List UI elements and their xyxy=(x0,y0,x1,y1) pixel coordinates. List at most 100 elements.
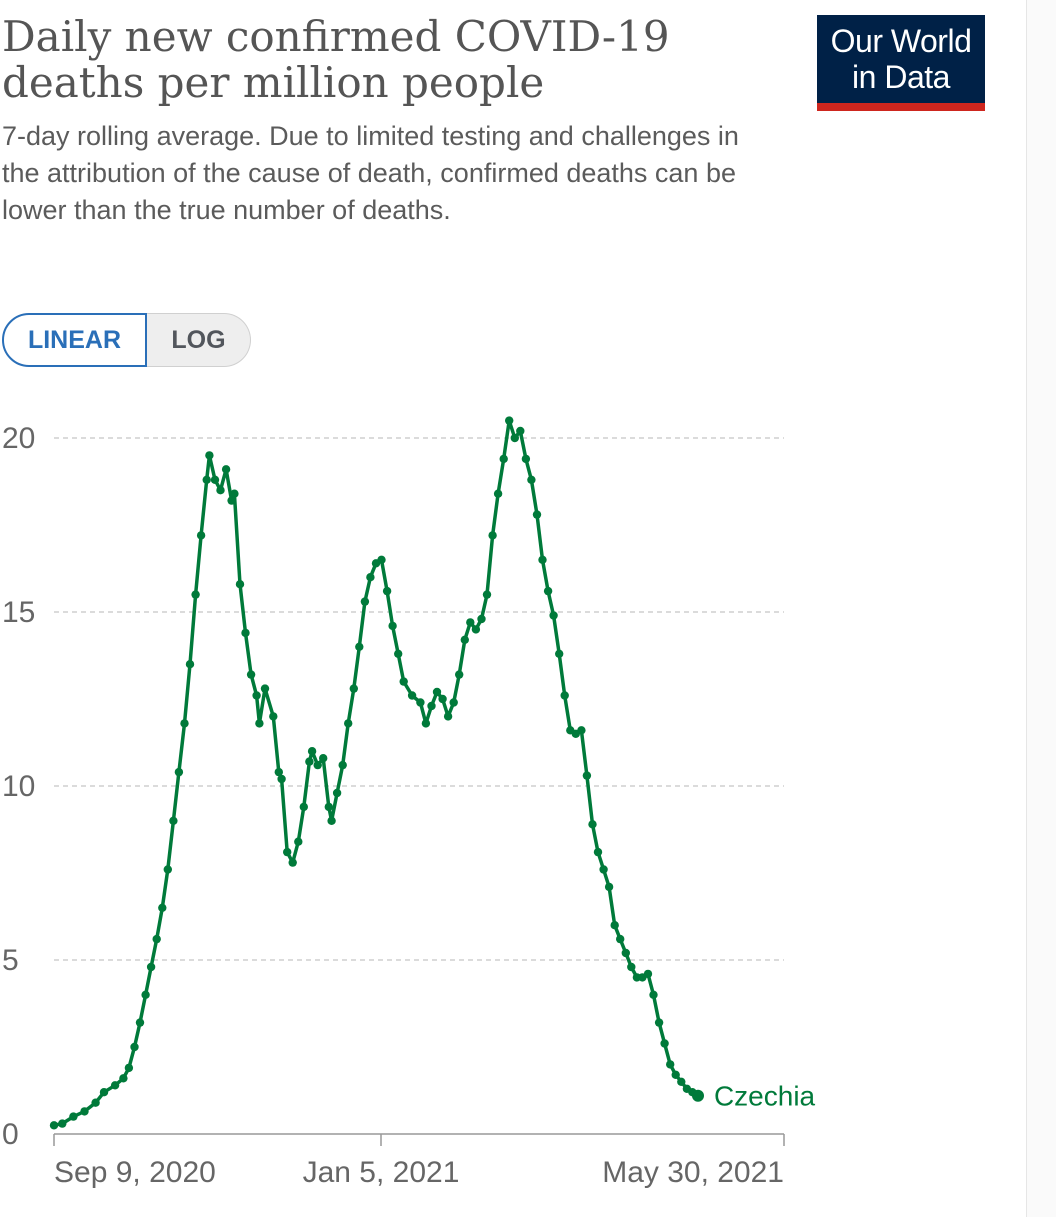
log-scale-button[interactable]: LOG xyxy=(147,313,251,367)
data-point xyxy=(460,635,469,644)
data-point xyxy=(260,684,270,693)
data-point xyxy=(227,496,236,505)
data-point xyxy=(599,865,608,874)
data-point xyxy=(141,990,150,999)
x-tick-label: Jan 5, 2021 xyxy=(303,1156,460,1189)
data-point xyxy=(169,816,178,825)
data-point xyxy=(307,747,317,756)
data-point xyxy=(313,760,322,770)
y-tick-label: 5 xyxy=(2,944,19,977)
data-point xyxy=(455,670,464,679)
data-point xyxy=(416,698,425,707)
data-point xyxy=(355,642,364,651)
data-point xyxy=(432,687,442,697)
linear-scale-button[interactable]: LINEAR xyxy=(2,313,147,367)
data-point xyxy=(327,816,336,825)
data-point xyxy=(235,580,245,589)
data-point xyxy=(421,719,431,728)
data-point xyxy=(196,531,206,540)
x-axis-ticks: Sep 9, 2020 Jan 5, 2021 May 30, 2021 xyxy=(53,1134,785,1189)
data-point xyxy=(332,788,342,798)
data-point xyxy=(654,1018,664,1027)
data-point xyxy=(319,754,328,763)
data-point xyxy=(549,611,558,620)
data-point xyxy=(191,590,200,599)
data-point xyxy=(593,847,603,857)
data-point xyxy=(152,934,161,944)
data-point xyxy=(643,969,653,979)
data-point xyxy=(299,802,308,812)
data-point xyxy=(110,1081,120,1090)
data-point xyxy=(449,698,458,707)
logo-line-1: Our World xyxy=(830,23,972,59)
data-point xyxy=(49,1121,59,1130)
data-point xyxy=(477,614,486,624)
data-point xyxy=(158,903,167,912)
data-point xyxy=(382,586,392,596)
data-point xyxy=(130,1042,139,1052)
data-point xyxy=(388,621,397,631)
data-point xyxy=(692,1089,704,1102)
data-point xyxy=(69,1112,78,1121)
data-point xyxy=(577,726,586,735)
data-point xyxy=(399,677,408,686)
data-point xyxy=(538,555,547,564)
y-tick-label: 0 xyxy=(2,1118,19,1151)
data-point xyxy=(510,433,519,443)
data-point xyxy=(216,486,225,495)
series-line-czechia xyxy=(53,418,699,1128)
line-chart: 0 5 10 15 20 Sep 9, 2020 Jan 5, 2021 May 30, 2… xyxy=(2,416,816,1189)
data-point xyxy=(91,1098,100,1107)
owid-logo[interactable]: Our World in Data xyxy=(817,15,985,111)
data-point xyxy=(344,719,353,728)
data-point xyxy=(493,489,503,498)
x-tick-label: Sep 9, 2020 xyxy=(54,1156,216,1189)
data-point xyxy=(294,837,303,846)
data-point xyxy=(230,489,239,498)
data-point xyxy=(649,990,658,999)
right-edge-panel xyxy=(1026,0,1056,1217)
data-point xyxy=(221,465,231,474)
data-point xyxy=(466,618,475,627)
data-point xyxy=(185,660,195,669)
data-point xyxy=(58,1119,67,1128)
data-point xyxy=(616,934,625,944)
data-point xyxy=(246,670,256,679)
data-point xyxy=(241,628,250,638)
data-point xyxy=(516,426,525,436)
chart-subtitle: 7-day rolling average. Due to limited te… xyxy=(2,121,739,225)
data-point xyxy=(210,475,220,484)
y-tick-label: 10 xyxy=(2,770,35,803)
data-point xyxy=(252,691,261,700)
data-point xyxy=(627,962,636,972)
data-point xyxy=(349,684,358,693)
data-point xyxy=(671,1070,680,1079)
series-group: Czechia xyxy=(49,416,816,1130)
scale-toggle: LINEAR LOG xyxy=(2,313,251,367)
data-point xyxy=(621,948,630,958)
data-point xyxy=(471,625,481,634)
data-point xyxy=(499,454,508,464)
data-point xyxy=(660,1039,669,1048)
data-point xyxy=(99,1088,109,1097)
data-point xyxy=(532,510,542,519)
data-point xyxy=(438,694,447,704)
logo-line-2: in Data xyxy=(852,59,950,95)
data-point xyxy=(283,847,292,857)
data-point xyxy=(588,820,597,829)
data-point xyxy=(482,590,492,599)
data-point xyxy=(377,555,386,564)
data-point xyxy=(610,921,619,930)
data-point xyxy=(174,767,184,777)
data-point xyxy=(582,771,592,780)
data-point xyxy=(366,573,375,582)
series-label-czechia: Czechia xyxy=(714,1081,816,1112)
data-point xyxy=(205,451,214,460)
data-point xyxy=(135,1018,145,1027)
data-point xyxy=(505,416,514,425)
chart-title: Daily new confirmed COVID-19 deaths per … xyxy=(2,12,670,107)
data-point xyxy=(202,475,211,484)
data-point xyxy=(124,1063,134,1073)
data-point xyxy=(407,691,417,700)
y-axis-tick-labels: 0 5 10 15 20 xyxy=(2,422,35,1151)
